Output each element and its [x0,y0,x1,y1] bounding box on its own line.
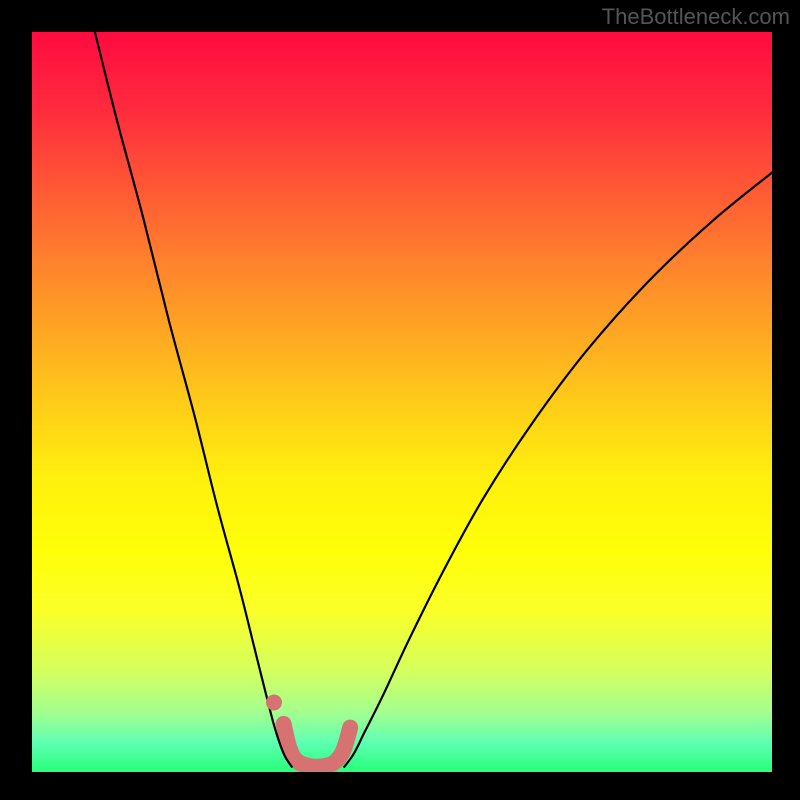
minimum-u-marker [284,724,351,767]
curve-right-branch [344,173,772,767]
plot-area [32,32,772,772]
chart-container: TheBottleneck.com [0,0,800,800]
watermark-text: TheBottleneck.com [602,4,790,30]
bottleneck-curve [32,32,772,772]
curve-left-branch [95,32,292,767]
minimum-dot-marker [266,694,282,710]
